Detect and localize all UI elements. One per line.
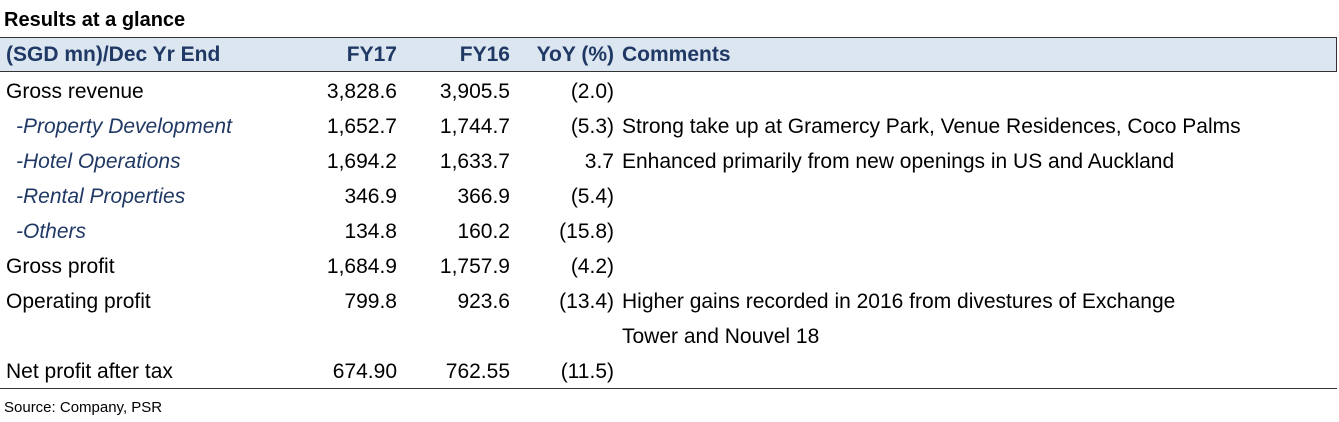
yoy-value: (4.2) — [570, 255, 614, 278]
fy16-value: 1,744.7 — [439, 115, 510, 138]
header-fy16: FY16 — [459, 43, 510, 66]
comment: Higher gains recorded in 2016 from dives… — [622, 290, 1176, 313]
source-note: Source: Company, PSR — [4, 399, 163, 416]
fy17-value: 1,652.7 — [326, 115, 397, 138]
header-background — [0, 37, 1337, 72]
comment: Enhanced primarily from new openings in … — [622, 150, 1175, 173]
yoy-value: (2.0) — [570, 80, 614, 103]
row-label: -Rental Properties — [16, 185, 186, 208]
comment: Strong take up at Gramercy Park, Venue R… — [622, 115, 1241, 138]
fy16-value: 1,757.9 — [439, 255, 510, 278]
row-label: Net profit after tax — [6, 360, 173, 383]
header-label: (SGD mn)/Dec Yr End — [6, 43, 221, 66]
row-label: -Others — [16, 220, 87, 243]
row-label: -Hotel Operations — [16, 150, 181, 173]
yoy-value: 3.7 — [584, 150, 614, 173]
row-label: -Property Development — [16, 115, 232, 138]
yoy-value: (15.8) — [559, 220, 614, 243]
yoy-value: (11.5) — [560, 360, 614, 383]
row-label: Operating profit — [6, 290, 151, 313]
row-label: Gross profit — [6, 255, 115, 278]
fy17-value: 3,828.6 — [326, 80, 397, 103]
header-comments: Comments — [622, 43, 731, 66]
row-label: Gross revenue — [6, 80, 144, 103]
fy16-value: 1,633.7 — [439, 150, 510, 173]
fy17-value: 346.9 — [344, 185, 397, 208]
header-fy17: FY17 — [346, 43, 397, 66]
fy16-value: 366.9 — [457, 185, 510, 208]
fy17-value: 799.8 — [344, 290, 397, 313]
fy17-value: 1,694.2 — [326, 150, 397, 173]
title: Results at a glance — [4, 9, 186, 31]
fy17-value: 1,684.9 — [326, 255, 397, 278]
yoy-value: (13.4) — [559, 290, 614, 313]
fy16-value: 923.6 — [457, 290, 510, 313]
fy16-value: 160.2 — [457, 220, 510, 243]
fy16-value: 762.55 — [445, 360, 510, 383]
bottom-rule — [0, 388, 1337, 389]
fy17-value: 134.8 — [344, 220, 397, 243]
fy16-value: 3,905.5 — [439, 80, 510, 103]
yoy-value: (5.4) — [570, 185, 614, 208]
header-yoy: YoY (%) — [536, 43, 614, 66]
comment: Tower and Nouvel 18 — [622, 325, 820, 348]
yoy-value: (5.3) — [570, 115, 614, 138]
fy17-value: 674.90 — [332, 360, 397, 383]
